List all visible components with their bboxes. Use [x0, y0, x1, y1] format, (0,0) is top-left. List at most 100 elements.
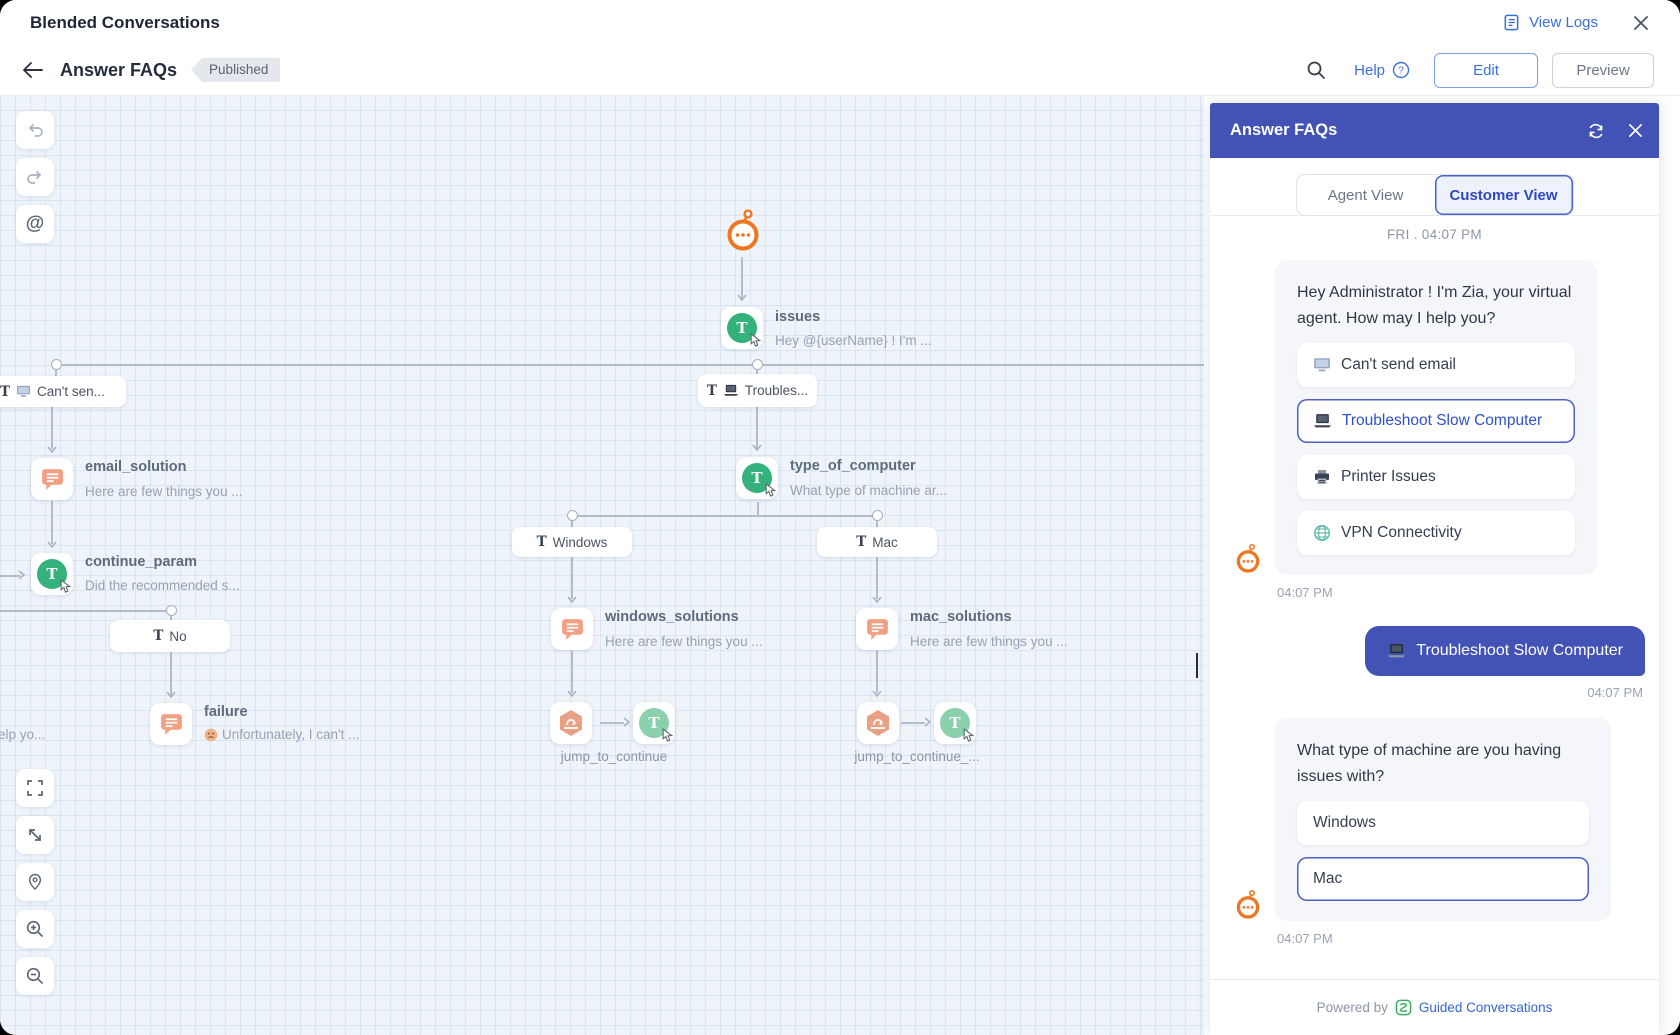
panel-title: Answer FAQs	[1230, 121, 1338, 139]
connector-rail	[572, 515, 877, 517]
node-continue-param[interactable]: T	[31, 553, 73, 595]
printer-icon	[1313, 469, 1331, 485]
node-windows-solutions[interactable]	[551, 608, 593, 650]
connector	[741, 257, 743, 299]
search-icon[interactable]	[1306, 60, 1326, 80]
top-bar: Blended Conversations View Logs	[0, 0, 1680, 46]
port-dot[interactable]	[166, 605, 177, 616]
text-prompt-icon: T	[727, 313, 762, 347]
message-timestamp: 04:07 PM	[1277, 931, 1333, 947]
text-prompt-icon: T	[940, 708, 975, 742]
connector	[51, 407, 53, 449]
node-issues[interactable]: T	[721, 307, 763, 349]
flow-canvas[interactable]: T issues Hey @{userName} ! I'm ... T Can…	[0, 95, 1204, 1035]
option-windows[interactable]: Windows	[1297, 801, 1589, 846]
node-title: issues	[775, 309, 821, 325]
connector	[571, 651, 573, 693]
option-mac[interactable]: Mac	[1297, 857, 1589, 902]
connector-rail	[0, 610, 171, 612]
connector-rail	[56, 364, 1204, 366]
chip-no[interactable]: T No	[110, 620, 230, 652]
edit-button[interactable]: Edit	[1434, 52, 1538, 88]
node-type-of-computer[interactable]: T	[736, 457, 778, 499]
flow-toolbar: Answer FAQs Published Help ? Edit Previe…	[0, 45, 1680, 96]
connector	[756, 407, 758, 449]
arrowhead-down	[737, 292, 747, 302]
node-title: mac_solutions	[910, 609, 1012, 625]
connector	[170, 612, 172, 621]
node-title: email_solution	[85, 459, 187, 475]
click-cursor-icon	[662, 728, 674, 742]
arrowhead-down	[47, 539, 57, 549]
arrowhead-down	[752, 442, 762, 452]
view-tabs-row: Agent View Customer View	[1210, 158, 1659, 216]
port-dot[interactable]	[567, 510, 578, 521]
connector	[901, 722, 925, 724]
node-subtitle: Did the recommended s...	[85, 578, 240, 593]
node-jump-target[interactable]: T	[934, 702, 976, 744]
zia-bot-avatar	[1234, 889, 1262, 921]
option-printer-issues[interactable]: Printer Issues	[1297, 455, 1575, 500]
chip-troubleshoot[interactable]: T Troubles...	[698, 374, 817, 407]
connector	[170, 652, 172, 695]
connector	[51, 501, 53, 544]
port-dot[interactable]	[872, 510, 883, 521]
node-subtitle: Here are few things you ...	[910, 634, 1068, 649]
panel-footer: Powered by Guided Conversations	[1210, 979, 1659, 1035]
click-cursor-icon	[60, 579, 72, 593]
node-subtitle: What type of machine ar...	[790, 483, 947, 498]
jump-icon	[556, 708, 586, 738]
zoom-out-button[interactable]	[16, 957, 54, 995]
fullscreen-button[interactable]	[16, 769, 54, 807]
zia-bot-start-node[interactable]	[724, 207, 762, 255]
node-mac-solutions[interactable]	[856, 608, 898, 650]
zoom-in-button[interactable]	[16, 910, 54, 948]
connector	[756, 366, 758, 375]
arrowhead-down	[872, 594, 882, 604]
node-email-solution[interactable]	[31, 458, 73, 500]
fit-view-button[interactable]	[16, 816, 54, 854]
tab-customer-view[interactable]: Customer View	[1434, 175, 1573, 215]
port-dot[interactable]	[51, 359, 62, 370]
panel-close-icon[interactable]	[1628, 123, 1643, 138]
help-button[interactable]: Help ?	[1354, 61, 1410, 79]
arrowhead-right	[621, 717, 631, 727]
node-title: type_of_computer	[790, 458, 916, 474]
mention-button[interactable]: @	[16, 205, 54, 243]
option-troubleshoot-slow-computer[interactable]: Troubleshoot Slow Computer	[1297, 399, 1575, 444]
connector	[876, 557, 878, 599]
globe-icon	[1313, 524, 1331, 542]
option-cant-send-email[interactable]: Can't send email	[1297, 343, 1575, 388]
view-logs-button[interactable]: View Logs	[1502, 13, 1598, 32]
chip-cant-send[interactable]: T Can't sen...	[0, 376, 126, 407]
undo-button[interactable]	[16, 111, 54, 149]
arrowhead-down	[872, 688, 882, 698]
connector	[876, 517, 878, 527]
node-failure[interactable]	[150, 703, 192, 745]
date-header: FRI . 04:07 PM	[1387, 227, 1482, 242]
window-title: Blended Conversations	[30, 12, 220, 32]
bot-preview-panel: Answer FAQs Agent View Customer View FRI…	[1210, 103, 1659, 1035]
restart-conversation-icon[interactable]	[1586, 121, 1606, 141]
redo-button[interactable]	[16, 158, 54, 196]
connector	[55, 366, 57, 377]
back-button[interactable]	[22, 61, 44, 79]
desktop-computer-icon	[16, 385, 31, 398]
chip-windows[interactable]: T Windows	[512, 527, 632, 557]
option-vpn-connectivity[interactable]: VPN Connectivity	[1297, 511, 1575, 556]
preview-button[interactable]: Preview	[1552, 52, 1654, 88]
port-dot[interactable]	[752, 359, 763, 370]
locate-node-button[interactable]	[16, 863, 54, 901]
window-close-button[interactable]	[1632, 14, 1650, 32]
node-jump-target[interactable]: T	[633, 702, 675, 744]
arrowhead-down	[47, 444, 57, 454]
node-jump-to-continue[interactable]	[550, 702, 592, 744]
click-cursor-icon	[750, 333, 762, 347]
node-title: continue_param	[85, 554, 197, 570]
node-jump-to-continue[interactable]	[857, 702, 899, 744]
node-title: failure	[204, 704, 248, 720]
tab-agent-view[interactable]: Agent View	[1327, 186, 1404, 204]
chip-mac[interactable]: T Mac	[817, 527, 937, 557]
guided-conversations-link[interactable]: Guided Conversations	[1418, 1000, 1553, 1015]
